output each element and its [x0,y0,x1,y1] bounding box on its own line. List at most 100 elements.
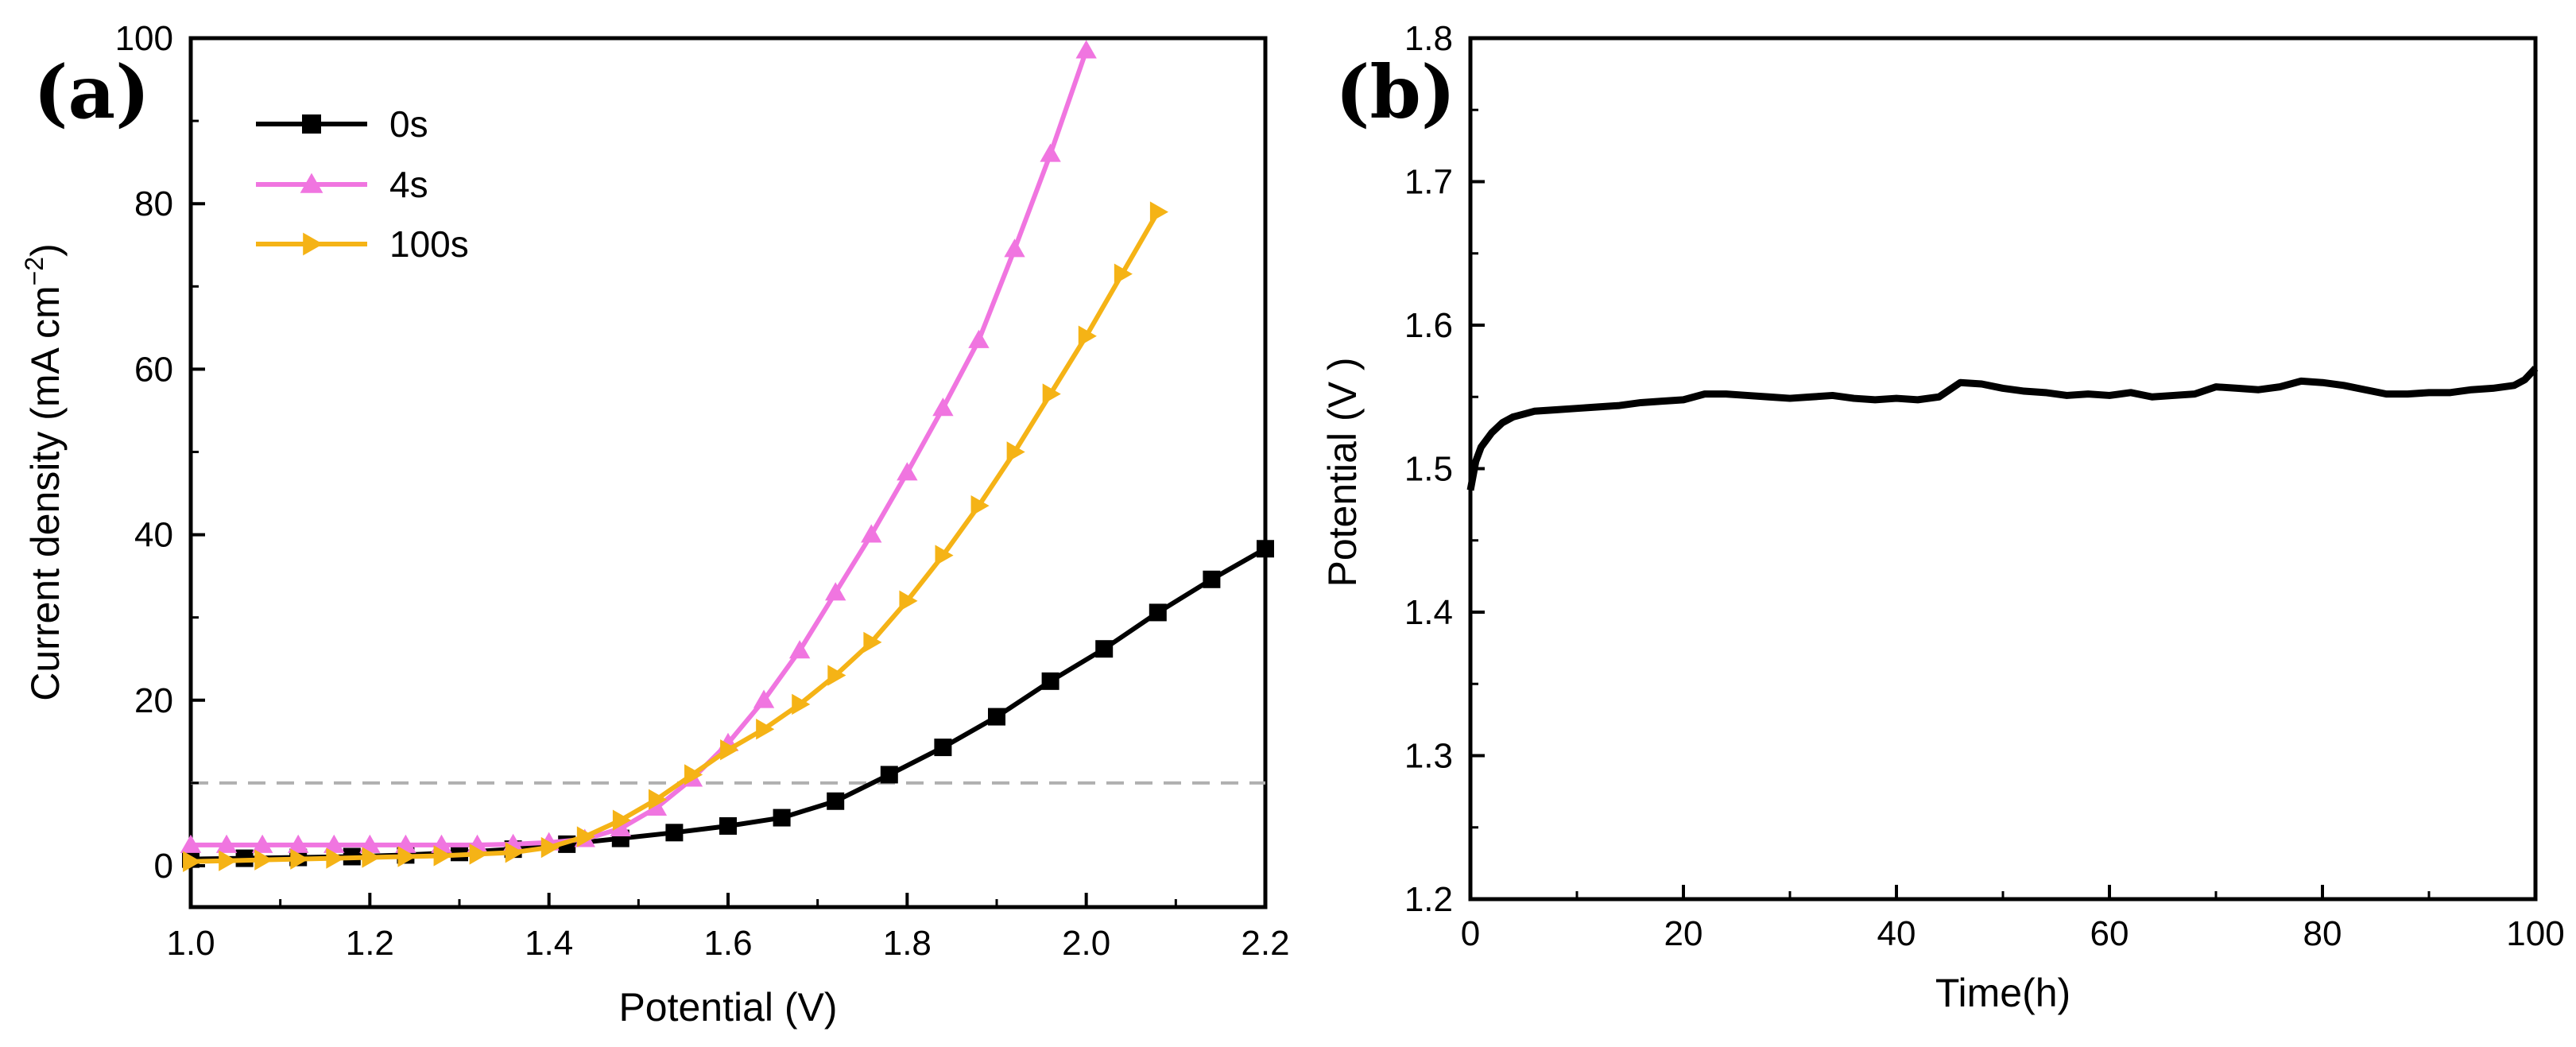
point-100s-7 [433,845,452,867]
panel-a-y-axis-title: Current density (mA cm−2) [20,243,68,701]
point-4s-0 [180,834,202,853]
panel-a-series-group [180,40,1274,872]
x-tick-label-5: 2.0 [1062,924,1110,963]
b-y-tick-label-6: 1.8 [1404,19,1453,58]
b-y-tick-label-4: 1.6 [1404,306,1453,345]
b-x-tick-label-2: 40 [1877,914,1916,953]
b-y-tick-label-2: 1.4 [1404,593,1453,632]
panel-a-x-axis-title: Potential (V) [618,985,837,1030]
point-0s-9 [665,824,684,842]
point-4s-4 [323,834,345,853]
point-100s-23 [1006,441,1025,463]
point-4s-23 [1004,238,1025,258]
panel-b-chart: (b) 0 20 40 60 80 100 1.2 1.3 1.4 1.5 1.6 1.7 1.8 Ti… [1320,19,2565,1015]
point-4s-17 [788,640,811,659]
point-0s-19 [1203,570,1221,588]
point-0s-11 [773,809,791,827]
b-x-tick-label-3: 60 [2090,914,2129,953]
point-4s-13 [645,797,668,816]
panel-a-y-title-main: Current density (mA cm [23,285,68,700]
point-4s-22 [968,329,990,348]
b-y-tick-label-1: 1.3 [1404,737,1453,776]
point-100s-11 [576,826,595,847]
panel-a-frame [188,36,1268,909]
point-100s-22 [970,494,990,517]
point-100s-9 [505,842,524,863]
x-tick-label-6: 2.2 [1241,924,1289,963]
panel-a-y-title-superscript: −2 [20,257,48,285]
legend-marker-100s [303,232,323,256]
point-0s-17 [1095,640,1114,658]
x-tick-label-1: 1.2 [346,924,394,963]
point-100s-13 [648,789,668,810]
b-y-tick-label-0: 1.2 [1404,880,1453,919]
panel-b-label: (b) [1335,49,1455,135]
point-0s-12 [827,792,845,810]
point-4s-19 [861,524,882,543]
series-0s [182,540,1274,868]
point-4s-12 [610,817,631,837]
point-100s-14 [684,764,703,785]
point-100s-24 [1042,383,1061,405]
panel-b-y-axis-title: Potential (V ) [1320,357,1365,587]
b-y-tick-label-5: 1.7 [1404,163,1453,202]
point-100s-12 [612,809,631,831]
y-tick-label-2: 40 [134,516,173,555]
x-tick-label-2: 1.4 [525,924,573,963]
point-100s-6 [397,846,416,867]
point-100s-21 [935,545,954,566]
panel-a-legend: 0s 4s 100s [256,103,469,265]
point-100s-27 [1149,201,1168,223]
point-100s-1 [219,850,238,871]
b-x-tick-label-5: 100 [2506,914,2564,953]
x-tick-label-4: 1.8 [883,924,932,963]
series-100s [183,201,1168,872]
point-4s-18 [825,582,846,601]
point-100s-15 [720,739,739,761]
panel-a-y-title-suffix: ) [23,243,68,257]
b-y-tick-label-3: 1.5 [1404,450,1453,489]
point-100s-16 [756,718,775,740]
b-x-tick-label-4: 80 [2303,914,2342,953]
point-4s-16 [753,689,775,708]
b-x-tick-label-0: 0 [1461,914,1480,953]
series-line-100s [190,211,1160,864]
y-tick-label-1: 20 [134,681,173,720]
point-4s-24 [1040,143,1061,162]
legend-marker-0s [302,114,321,134]
point-4s-1 [215,834,238,853]
point-0s-10 [719,816,737,835]
point-100s-10 [540,836,560,859]
point-100s-4 [326,847,345,869]
point-0s-16 [1041,672,1059,690]
point-100s-5 [362,847,381,868]
y-tick-label-5: 100 [115,19,173,58]
point-0s-14 [934,739,952,757]
point-4s-20 [897,462,918,481]
y-tick-label-4: 80 [134,184,173,223]
legend-marker-4s [300,173,323,193]
potential-time-line-0 [1466,366,2539,491]
point-100s-18 [827,665,846,686]
series-line-4s [191,49,1089,847]
point-100s-25 [1078,325,1097,347]
point-4s-2 [251,834,273,853]
panel-a-label: (a) [33,49,150,135]
legend-label-4s: 4s [389,164,428,205]
panel-b-frame [1468,36,2538,902]
y-tick-label-3: 60 [134,350,173,389]
legend-label-0s: 0s [389,103,428,145]
y-tick-label-0: 0 [154,847,173,886]
point-4s-21 [932,397,954,417]
panel-a-ticks: 1.0 1.2 1.4 1.6 1.8 2.0 2.2 0 20 40 60 80 100 [115,19,1290,963]
panel-a-chart: (a) 1.0 1.2 1.4 1.6 1.8 2.0 2.2 0 20 40 60 80 100 0s… [20,19,1290,1030]
legend-label-100s: 100s [389,223,469,265]
point-100s-0 [183,851,202,872]
point-4s-3 [288,834,309,853]
point-100s-26 [1114,263,1133,285]
point-100s-17 [792,693,811,715]
panel-b-ticks: 0 20 40 60 80 100 1.2 1.3 1.4 1.5 1.6 1.7 1.8 [1404,19,2565,953]
point-100s-3 [290,848,309,870]
series-4s [180,40,1097,853]
